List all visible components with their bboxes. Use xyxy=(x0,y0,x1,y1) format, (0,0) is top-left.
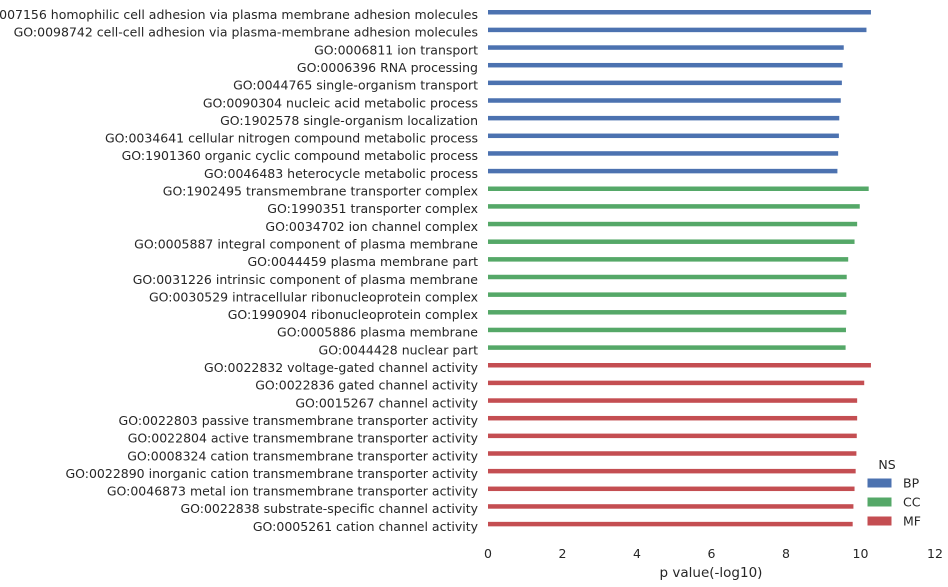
category-labels: GO:0007156 homophilic cell adhesion via … xyxy=(0,7,479,534)
category-label: GO:0006811 ion transport xyxy=(314,42,478,57)
bars-layer xyxy=(488,10,871,527)
bar-bp xyxy=(488,45,844,50)
category-label: GO:0007156 homophilic cell adhesion via … xyxy=(0,7,478,22)
bar-bp xyxy=(488,151,839,156)
bar-cc xyxy=(488,257,849,262)
legend-swatch-cc xyxy=(866,496,893,508)
category-label: GO:1901360 organic cyclic compound metab… xyxy=(122,148,478,163)
legend: NS BP CC MF xyxy=(866,457,921,529)
category-label: GO:0022890 inorganic cation transmembran… xyxy=(65,466,478,481)
bar-mf xyxy=(488,468,856,474)
bar-cc xyxy=(488,204,860,209)
category-label: GO:0022803 passive transmembrane transpo… xyxy=(119,413,479,428)
bar-cc xyxy=(488,186,869,191)
category-label: GO:0022836 gated channel activity xyxy=(255,378,478,393)
category-label: GO:0044459 plasma membrane part xyxy=(247,254,478,269)
x-tick-label: 8 xyxy=(782,546,790,561)
x-axis-title: p value(-log10) xyxy=(660,565,763,581)
bar-cc xyxy=(488,239,855,244)
category-label: GO:0005887 integral component of plasma … xyxy=(134,236,478,251)
category-label: GO:0046873 metal ion transmembrane trans… xyxy=(107,484,479,499)
bar-mf xyxy=(488,363,871,368)
category-label: GO:0022838 substrate-specific channel ac… xyxy=(180,501,478,516)
bar-mf xyxy=(488,504,854,509)
legend-label: CC xyxy=(903,495,921,510)
bar-mf xyxy=(488,486,855,492)
bar-mf xyxy=(488,398,858,403)
category-label: GO:0031226 intrinsic component of plasma… xyxy=(133,272,479,287)
category-label: GO:0098742 cell-cell adhesion via plasma… xyxy=(14,25,478,40)
legend-label: BP xyxy=(903,476,920,491)
legend-swatch-mf xyxy=(866,515,893,527)
bar-bp xyxy=(488,115,840,121)
x-tick-label: 0 xyxy=(484,546,492,561)
bar-mf xyxy=(488,521,853,527)
bar-cc xyxy=(488,292,847,297)
bar-mf xyxy=(488,415,858,421)
category-label: GO:0006396 RNA processing xyxy=(297,60,478,75)
bar-mf xyxy=(488,380,865,386)
bar-bp xyxy=(488,98,841,103)
x-tick-label: 12 xyxy=(927,546,943,561)
bar-bp xyxy=(488,10,871,15)
category-label: GO:0022832 voltage-gated channel activit… xyxy=(204,360,479,375)
category-label: GO:0015267 channel activity xyxy=(295,395,478,410)
category-label: GO:0008324 cation transmembrane transpor… xyxy=(127,448,478,463)
category-label: GO:0030529 intracellular ribonucleoprote… xyxy=(149,289,478,304)
bar-cc xyxy=(488,274,847,280)
legend-label: MF xyxy=(903,514,921,529)
x-tick-label: 10 xyxy=(853,546,869,561)
category-label: GO:0046483 heterocycle metabolic process xyxy=(204,166,478,181)
category-label: GO:0034702 ion channel complex xyxy=(265,219,478,234)
bar-cc xyxy=(488,221,858,227)
category-label: GO:0022804 active transmembrane transpor… xyxy=(128,431,479,446)
bar-cc xyxy=(488,345,846,350)
category-label: GO:0005261 cation channel activity xyxy=(253,519,479,534)
x-tick-label: 6 xyxy=(708,546,716,561)
category-label: GO:0090304 nucleic acid metabolic proces… xyxy=(203,95,478,110)
bar-bp xyxy=(488,133,839,139)
bar-cc xyxy=(488,310,847,315)
category-label: GO:1902495 transmembrane transporter com… xyxy=(163,184,478,199)
category-label: GO:1990351 transporter complex xyxy=(267,201,478,216)
category-label: GO:0034641 cellular nitrogen compound me… xyxy=(105,131,478,146)
legend-items: BP CC MF xyxy=(866,476,921,529)
x-tick-label: 2 xyxy=(559,546,567,561)
bar-bp xyxy=(488,80,842,86)
bar-bp xyxy=(488,62,843,68)
category-label: GO:0005886 plasma membrane xyxy=(277,325,478,340)
x-tick-label: 4 xyxy=(633,546,641,561)
category-label: GO:0044765 single-organism transport xyxy=(233,78,478,93)
bar-mf xyxy=(488,451,857,456)
bar-cc xyxy=(488,327,846,333)
legend-swatch-bp xyxy=(866,477,893,489)
bar-mf xyxy=(488,433,857,439)
legend-title: NS xyxy=(878,457,895,472)
bar-bp xyxy=(488,168,838,174)
x-axis-ticks: 0 2 4 6 8 10 12 xyxy=(484,546,943,561)
category-label: GO:1902578 single-organism localization xyxy=(220,113,478,128)
bar-bp xyxy=(488,27,867,33)
category-label: GO:0044428 nuclear part xyxy=(319,342,479,357)
category-label: GO:1990904 ribonucleoprotein complex xyxy=(228,307,478,322)
